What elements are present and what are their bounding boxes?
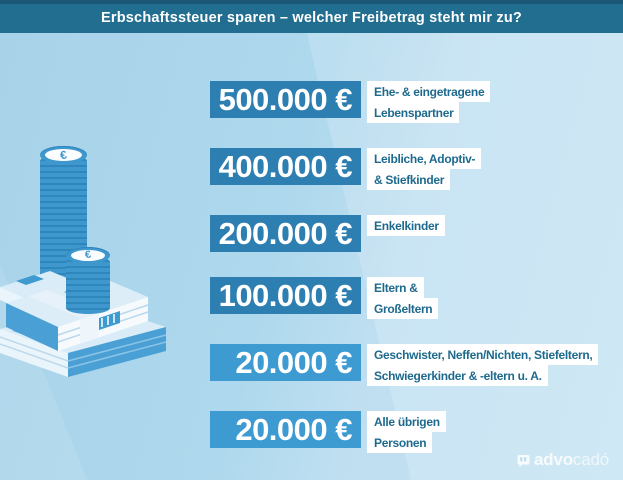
- amount-value: 20.000 €: [235, 411, 352, 447]
- page-title: Erbschaftssteuer sparen – welcher Freibe…: [101, 10, 522, 26]
- amount-value: 100.000 €: [218, 277, 353, 313]
- coin-stack-short: [66, 256, 110, 314]
- amount-box: 20.000 €: [210, 411, 361, 448]
- freibetrag-row: 200.000 € Enkelkinder: [210, 215, 598, 252]
- label-chip: Leibliche, Adoptiv-: [367, 148, 482, 169]
- amount-box: 500.000 €: [210, 81, 361, 118]
- label-chip: Lebenspartner: [367, 102, 460, 123]
- logo-text-light: cadó: [572, 450, 609, 469]
- euro-icon: €: [83, 248, 92, 262]
- freibetrag-row: 500.000 € Ehe- & eingetragene Lebenspartn…: [210, 81, 598, 123]
- label-group: Alle übrigen Personen: [367, 411, 446, 453]
- amount-box: 400.000 €: [210, 148, 361, 185]
- freibetrag-row: 20.000 € Alle übrigen Personen: [210, 411, 598, 453]
- label-group: Leibliche, Adoptiv- & Stiefkinder: [367, 148, 482, 190]
- money-illustration: €: [0, 128, 200, 473]
- advocado-logo-icon: [517, 454, 530, 467]
- label-chip: Geschwister, Neffen/Nichten, Stiefeltern…: [367, 344, 599, 365]
- label-chip: Großeltern: [367, 298, 439, 319]
- amount-value: 400.000 €: [218, 148, 353, 184]
- label-group: Ehe- & eingetragene Lebenspartner: [367, 81, 491, 123]
- logo-text-bold: advo: [534, 450, 573, 469]
- label-chip: Alle übrigen: [367, 411, 446, 432]
- header-bar: Erbschaftssteuer sparen – welcher Freibe…: [0, 0, 623, 33]
- label-group: Eltern & Großeltern: [367, 277, 439, 319]
- label-chip: Ehe- & eingetragene: [367, 81, 491, 102]
- label-chip: Eltern &: [367, 277, 424, 298]
- coin-face-icon: €: [71, 248, 105, 262]
- amount-value: 200.000 €: [218, 215, 353, 251]
- header-top-strip: [0, 0, 623, 4]
- advocado-logo: advo cadó: [517, 450, 609, 470]
- amount-box: 200.000 €: [210, 215, 361, 252]
- amount-value: 500.000 €: [218, 81, 353, 117]
- freibetrag-row: 400.000 € Leibliche, Adoptiv- & Stiefkind…: [210, 148, 598, 190]
- amount-box: 20.000 €: [210, 344, 361, 381]
- label-chip: Schwiegerkinder & -eltern u. A.: [367, 365, 548, 386]
- label-group: Enkelkinder: [367, 215, 445, 236]
- amount-value: 20.000 €: [235, 344, 352, 380]
- label-chip: Personen: [367, 432, 433, 453]
- amount-box: 100.000 €: [210, 277, 361, 314]
- coin-face-icon: €: [45, 147, 82, 163]
- label-chip: & Stiefkinder: [367, 169, 451, 190]
- freibetrag-row: 100.000 € Eltern & Großeltern: [210, 277, 598, 319]
- freibetrag-list: 500.000 € Ehe- & eingetragene Lebenspartn…: [210, 81, 599, 453]
- label-chip: Enkelkinder: [367, 215, 445, 236]
- freibetrag-row: 20.000 € Geschwister, Neffen/Nichten, St…: [210, 344, 599, 386]
- euro-icon: €: [59, 147, 68, 163]
- label-group: Geschwister, Neffen/Nichten, Stiefeltern…: [367, 344, 599, 386]
